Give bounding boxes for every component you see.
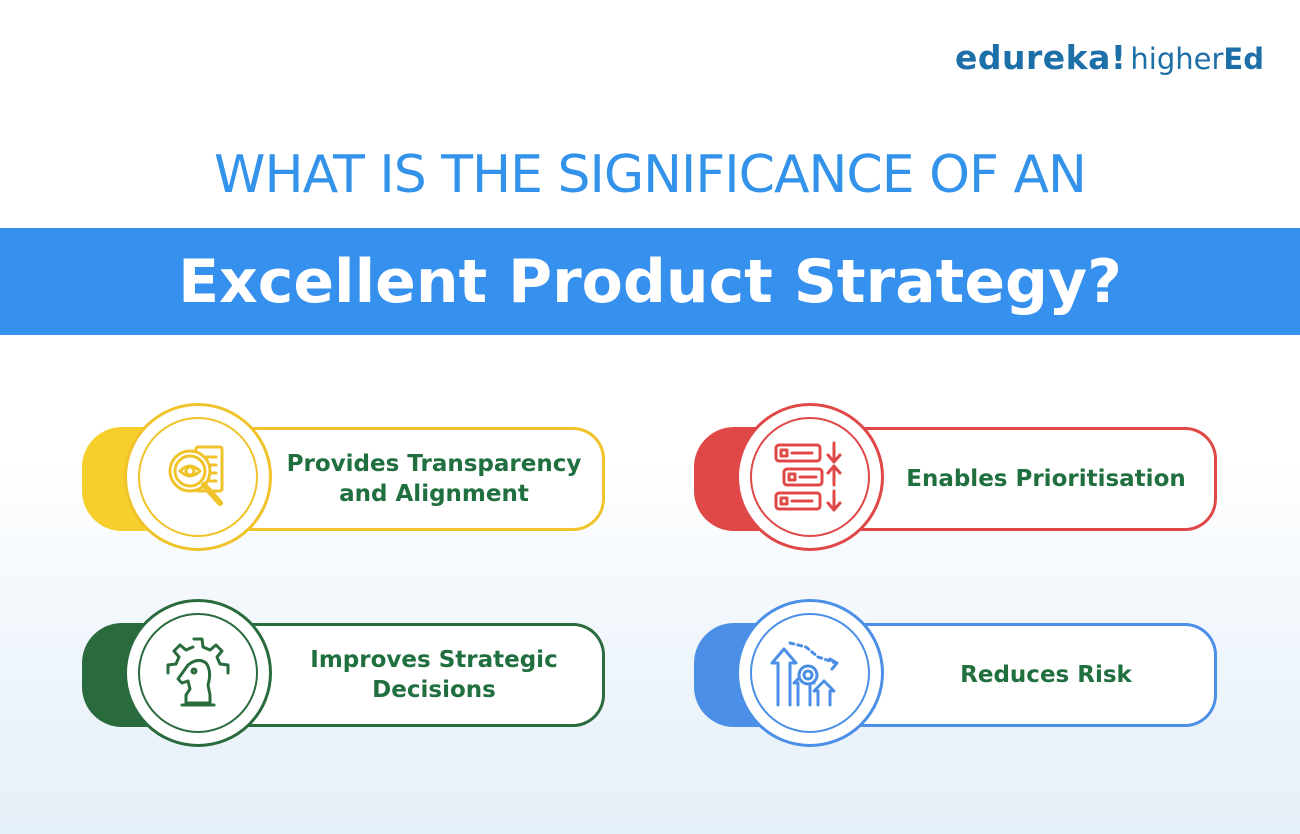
card-icon-ring xyxy=(750,417,870,537)
card-strategic-decisions: Improves Strategic Decisions xyxy=(82,599,608,747)
title-banner: Excellent Product Strategy? xyxy=(0,228,1300,335)
logo-ed-text: Ed xyxy=(1223,42,1264,76)
card-icon-ring xyxy=(138,613,258,733)
card-label: Provides Transparency and Alignment xyxy=(286,451,582,507)
card-icon-circle xyxy=(124,599,272,747)
banner-title: Excellent Product Strategy? xyxy=(178,246,1122,317)
logo-edureka-text: edureka! xyxy=(955,38,1127,77)
card-icon-circle xyxy=(736,599,884,747)
headline-question: WHAT IS THE SIGNIFICANCE OF AN xyxy=(214,145,1087,205)
logo-higher-text: higher xyxy=(1130,42,1224,76)
priority-list-icon xyxy=(774,441,842,512)
card-label: Reduces Risk xyxy=(960,662,1132,688)
card-icon-circle xyxy=(124,403,272,551)
card-transparency: Provides Transparency and Alignment xyxy=(82,403,608,551)
chess-knight-gear-icon xyxy=(166,637,230,707)
logo-highered-text: higherEd xyxy=(1130,42,1264,76)
card-label: Enables Prioritisation xyxy=(906,466,1186,492)
card-prioritisation: Enables Prioritisation xyxy=(694,403,1220,551)
card-reduces-risk: Reduces Risk xyxy=(694,599,1220,747)
card-icon-ring xyxy=(750,613,870,733)
card-icon-circle xyxy=(736,403,884,551)
card-label: Improves Strategic Decisions xyxy=(310,647,558,703)
magnifier-eye-icon xyxy=(168,445,224,506)
risk-chart-gear-icon xyxy=(770,641,839,707)
card-icon-ring xyxy=(138,417,258,537)
edureka-logo: edureka! higherEd xyxy=(955,38,1264,77)
